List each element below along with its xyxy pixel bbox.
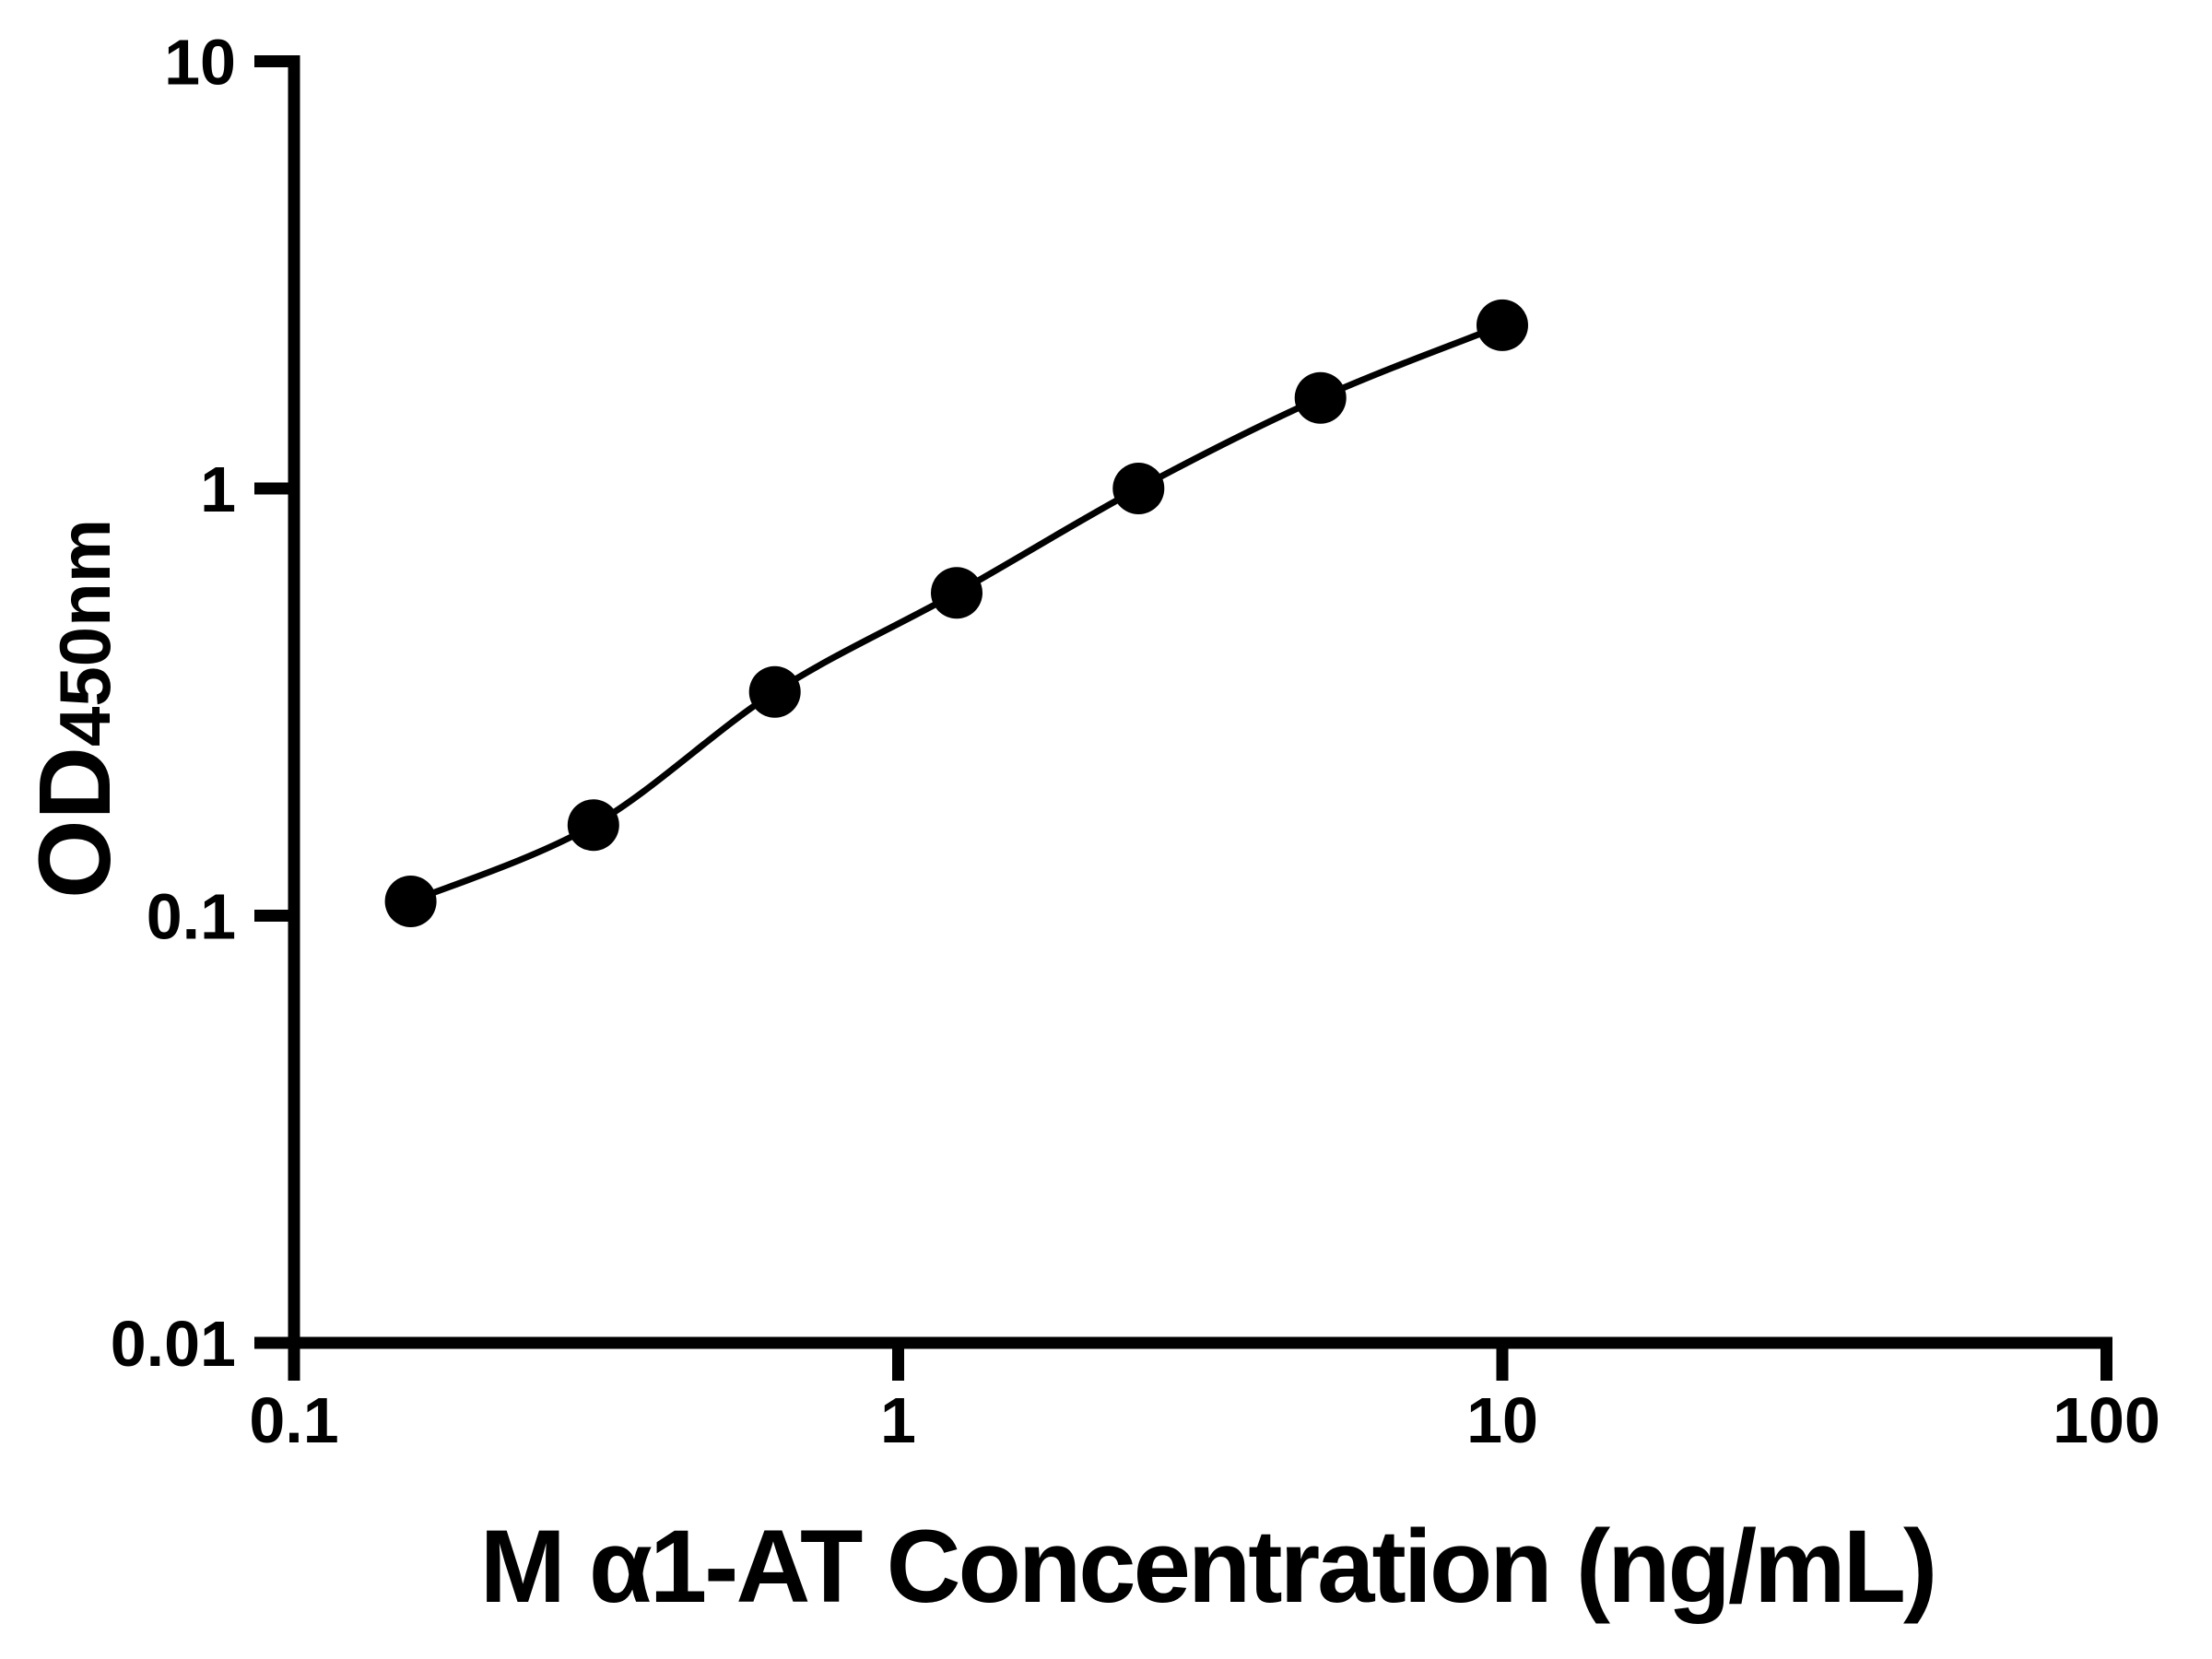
y-tick-label: 0.1 <box>147 881 236 953</box>
data-point <box>1294 371 1347 424</box>
axes <box>254 55 2112 1381</box>
data-point <box>748 665 801 718</box>
data-point <box>567 799 619 852</box>
y-axis-title: OD450nm <box>18 519 132 899</box>
x-axis-title: M α1-AT Concentration (ng/mL) <box>480 1509 1936 1624</box>
data-points <box>384 299 1528 927</box>
x-tick-label: 10 <box>1466 1384 1538 1456</box>
data-point <box>1477 299 1528 351</box>
y-axis-title-main: OD <box>18 747 132 899</box>
data-point <box>931 567 982 619</box>
data-point <box>384 876 437 927</box>
x-tick-label: 1 <box>880 1384 916 1456</box>
y-tick-label: 0.01 <box>111 1308 236 1380</box>
data-point <box>1112 463 1165 514</box>
y-axis-title-sub: 450nm <box>44 519 125 747</box>
x-tick-label: 100 <box>2053 1384 2160 1456</box>
x-tick-label: 0.1 <box>249 1384 338 1456</box>
y-tick-label: 1 <box>200 453 236 525</box>
y-tick-label: 10 <box>164 27 236 99</box>
